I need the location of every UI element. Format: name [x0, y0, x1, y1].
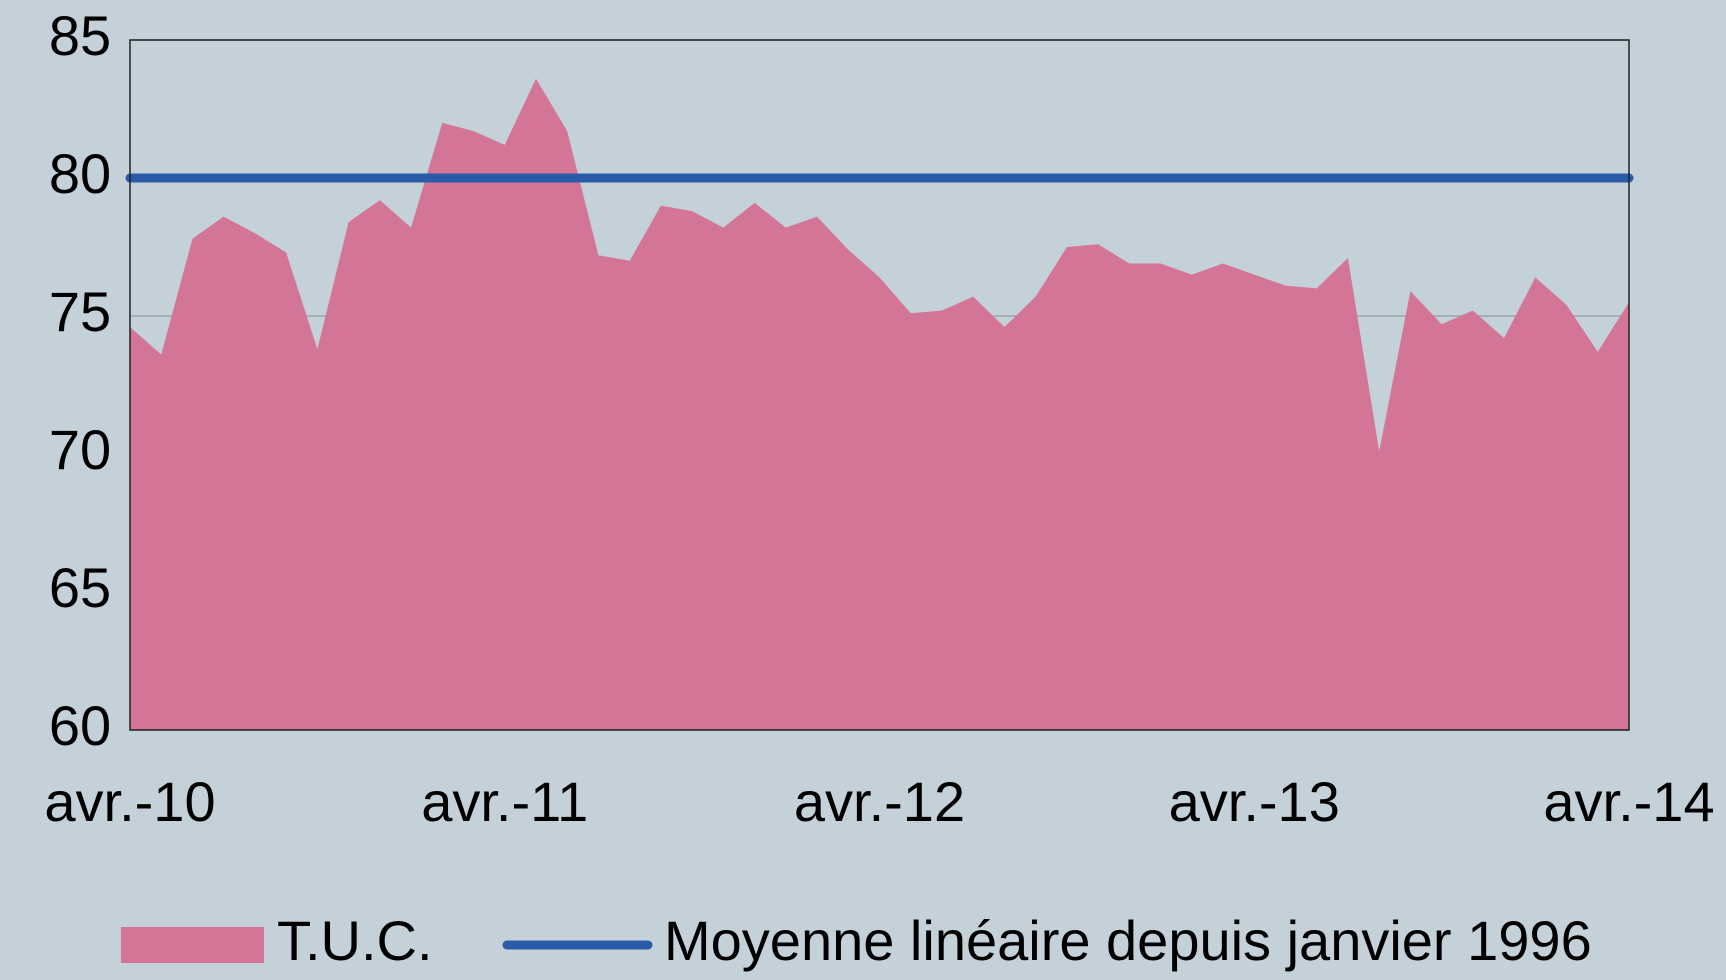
legend-label: Moyenne linéaire depuis janvier 1996: [664, 909, 1592, 972]
y-tick-label: 75: [49, 280, 111, 343]
y-tick-label: 60: [49, 694, 111, 757]
x-tick-label: avr.-14: [1543, 770, 1714, 833]
legend-label: T.U.C.: [277, 909, 433, 972]
y-tick-label: 70: [49, 418, 111, 481]
area: [130, 78, 1629, 730]
plot-border: [129, 39, 1630, 731]
x-tick-label: avr.-12: [794, 770, 965, 833]
legend-swatch: [121, 927, 264, 963]
x-tick-label: avr.-11: [421, 770, 588, 833]
y-tick-label: 85: [49, 4, 111, 67]
y-tick-label: 80: [49, 142, 111, 205]
x-tick-label: avr.-10: [44, 770, 215, 833]
x-tick-label: avr.-13: [1169, 770, 1340, 833]
y-tick-label: 65: [49, 556, 111, 619]
